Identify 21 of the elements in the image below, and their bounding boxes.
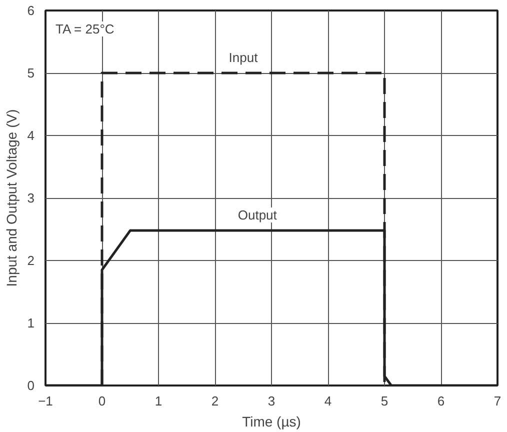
x-tick-label: 6 xyxy=(437,394,445,408)
x-tick-label: 1 xyxy=(154,394,162,408)
x-tick-label: 5 xyxy=(380,394,388,408)
x-tick-label: −1 xyxy=(38,394,53,408)
y-tick-label: 2 xyxy=(27,253,35,268)
y-tick-label: 4 xyxy=(27,128,35,143)
x-axis-title: Time (µs) xyxy=(242,414,301,430)
series-label: Output xyxy=(238,208,278,222)
y-tick-label: 1 xyxy=(27,316,35,330)
y-tick-label: 5 xyxy=(27,66,35,80)
series-label: Input xyxy=(228,50,258,65)
x-tick-label: 2 xyxy=(211,394,219,408)
y-tick-label: 6 xyxy=(27,3,35,18)
x-tick-label: 0 xyxy=(98,394,106,408)
x-tick-label: 3 xyxy=(268,394,276,408)
x-tick-label: 7 xyxy=(494,394,502,408)
annotation: TA = 25°C xyxy=(56,22,114,36)
y-tick-label: 3 xyxy=(27,190,35,206)
y-axis-title: Input and Output Voltage (V) xyxy=(3,109,20,287)
x-tick-label: 4 xyxy=(324,394,332,408)
y-tick-label: 0 xyxy=(27,378,35,393)
